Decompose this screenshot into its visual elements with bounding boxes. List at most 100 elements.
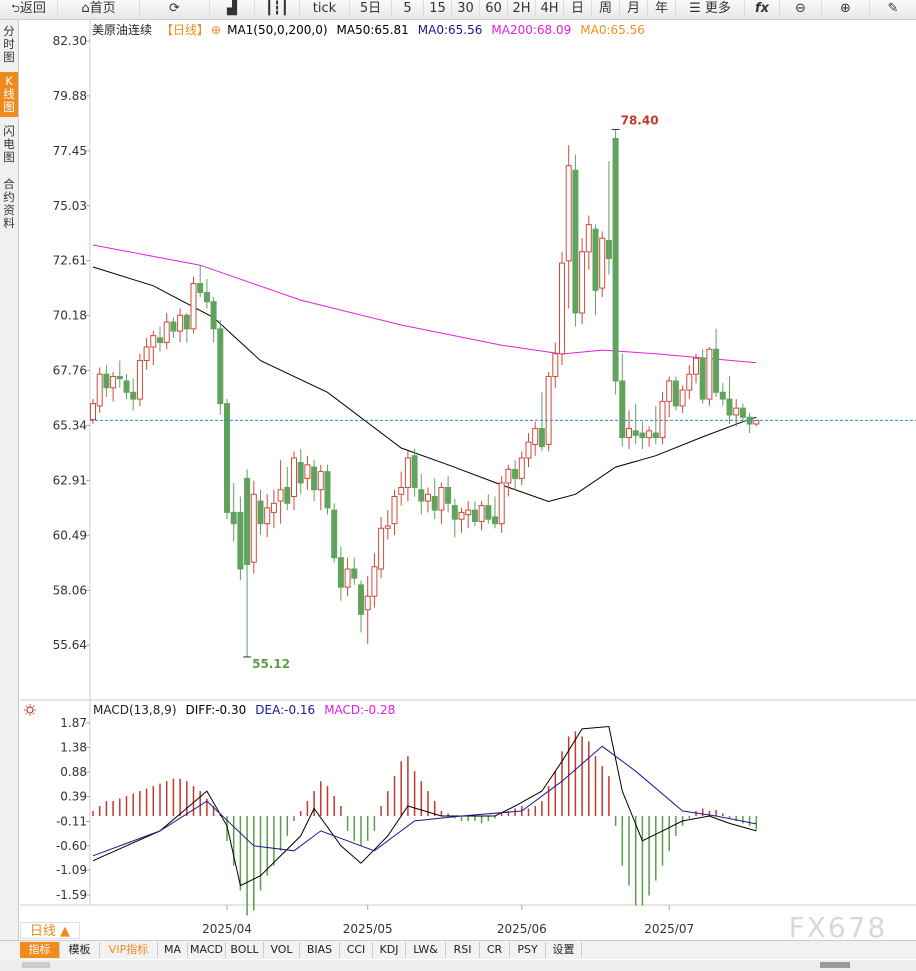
candle-body xyxy=(672,380,679,407)
x-tick-label: 2025/04 xyxy=(202,922,252,936)
candle-body xyxy=(123,380,130,393)
y-tick-label: 79.88 xyxy=(53,89,87,103)
macd-settings-icon[interactable] xyxy=(24,704,36,716)
y-tick-label: -0.60 xyxy=(56,839,87,853)
tab[interactable]: VIP指标 xyxy=(100,942,158,958)
candle-body xyxy=(297,462,304,484)
indicator-label: MA1(50,0,200,0) xyxy=(227,23,328,37)
y-tick-label: 0.39 xyxy=(60,790,87,804)
y-tick-label: -0.11 xyxy=(56,814,87,828)
side-tab-active[interactable]: K线图 xyxy=(0,72,18,117)
period-button[interactable]: 周 xyxy=(592,0,620,18)
indicator-label: MA200:68.09 xyxy=(491,23,572,37)
tab[interactable]: PSY xyxy=(510,942,546,958)
candle-body xyxy=(478,505,485,522)
tab[interactable]: MA xyxy=(158,942,188,958)
home-label: 首页 xyxy=(89,1,116,16)
candle-body xyxy=(103,373,110,389)
formula-button[interactable]: fx xyxy=(745,0,780,18)
candle-body xyxy=(445,486,452,504)
side-tab[interactable]: 分时图 xyxy=(3,24,15,64)
period-button[interactable]: 30 xyxy=(452,0,480,18)
annotation-label: 78.40 xyxy=(621,113,659,127)
side-tab[interactable]: 合约资料 xyxy=(3,177,15,230)
candle-body xyxy=(733,407,740,416)
candle-body xyxy=(291,457,297,498)
home-button[interactable]: ⌂首页 xyxy=(58,0,140,18)
candle-body xyxy=(157,337,163,343)
candle-body xyxy=(512,468,519,479)
tab[interactable]: 设置 xyxy=(546,942,582,958)
back-button[interactable]: ⮌返回 xyxy=(0,0,58,18)
period-button[interactable]: 日 xyxy=(564,0,592,18)
period-button[interactable]: 60 xyxy=(480,0,508,18)
candle-body xyxy=(431,496,438,511)
scrollbar xyxy=(0,960,916,971)
y-tick-label: 77.45 xyxy=(53,144,87,158)
tab[interactable]: LW& xyxy=(406,942,446,958)
period-button[interactable]: 5日 xyxy=(350,0,392,18)
chart: FX678 82.30 79.88 77.45 75.03 72.61 70.18 67.7… xyxy=(20,20,916,940)
y-tick-label: -1.59 xyxy=(56,888,87,902)
tab[interactable]: BIAS xyxy=(300,942,340,958)
candle-body xyxy=(190,283,197,330)
candle-body xyxy=(177,314,184,332)
candle-body xyxy=(217,328,224,405)
period-button[interactable]: 年 xyxy=(648,0,676,18)
scroll-thumb[interactable] xyxy=(22,962,50,968)
period-selector[interactable]: 日线 ▲ xyxy=(20,922,80,939)
candle-body xyxy=(90,403,96,420)
side-tab[interactable]: 闪电图 xyxy=(3,124,15,164)
tab[interactable]: RSI xyxy=(446,942,480,958)
tab[interactable]: KDJ xyxy=(373,942,406,958)
candle-body xyxy=(739,407,746,418)
candle-body xyxy=(96,373,103,407)
tab[interactable]: CCI xyxy=(340,942,373,958)
candle-body xyxy=(693,357,699,375)
period-button[interactable]: 4H xyxy=(536,0,564,18)
zoom-out-button[interactable]: ⊖ xyxy=(780,0,822,18)
candle-body xyxy=(411,455,418,488)
back-label: 返回 xyxy=(19,1,46,16)
scroll-thumb[interactable] xyxy=(820,962,850,968)
indicator-label: DIFF:-0.30 xyxy=(185,703,247,717)
tab[interactable]: 模板 xyxy=(60,942,100,958)
candle-body xyxy=(418,489,425,502)
candle-body xyxy=(264,507,271,525)
tab-active[interactable]: 指标 xyxy=(20,942,60,958)
period-button[interactable]: 2H xyxy=(508,0,536,18)
bar-chart-button[interactable]: ▟ xyxy=(210,0,255,18)
price-legend: 美原油连续 【日线】 ⊕ MA1(50,0,200,0) MA50:65.81 MA0:6… xyxy=(92,21,654,38)
candle-body xyxy=(538,428,545,448)
more-button[interactable]: ☰ 更多 xyxy=(676,0,745,18)
y-tick-label: 65.34 xyxy=(53,418,87,432)
y-tick-label: 55.64 xyxy=(53,638,87,652)
candle-body xyxy=(585,224,592,253)
period-button[interactable]: 15 xyxy=(424,0,452,18)
candle-body xyxy=(599,237,606,289)
tab[interactable]: BOLL xyxy=(226,942,264,958)
period-label: 【日线】 xyxy=(161,23,210,37)
y-tick-label: 82.30 xyxy=(53,34,87,48)
refresh-button[interactable]: ⟳ xyxy=(140,0,210,18)
period-button[interactable]: 5 xyxy=(392,0,424,18)
candle-body xyxy=(699,357,706,400)
tab[interactable]: VOL xyxy=(264,942,300,958)
period-button[interactable]: 月 xyxy=(620,0,648,18)
zoom-in-button[interactable]: ⊕ xyxy=(822,0,870,18)
candle-body xyxy=(150,335,157,348)
y-tick-label: -1.09 xyxy=(56,863,87,877)
settings-icon[interactable]: ⊕ xyxy=(211,23,222,37)
candle-body xyxy=(378,527,385,570)
candle-body xyxy=(364,595,371,611)
draw-button[interactable]: ✎ xyxy=(887,1,899,16)
indicator-title: MACD(13,8,9) xyxy=(93,703,177,717)
candle-body xyxy=(110,375,117,389)
tab[interactable]: CR xyxy=(480,942,510,958)
candle-body xyxy=(425,493,431,502)
tab[interactable]: MACD xyxy=(188,942,226,958)
candle-body xyxy=(143,346,150,362)
period-button[interactable]: tick xyxy=(300,0,350,18)
candle-body xyxy=(492,516,498,525)
candle-chart-button[interactable]: ┃┇┃ xyxy=(255,0,300,18)
